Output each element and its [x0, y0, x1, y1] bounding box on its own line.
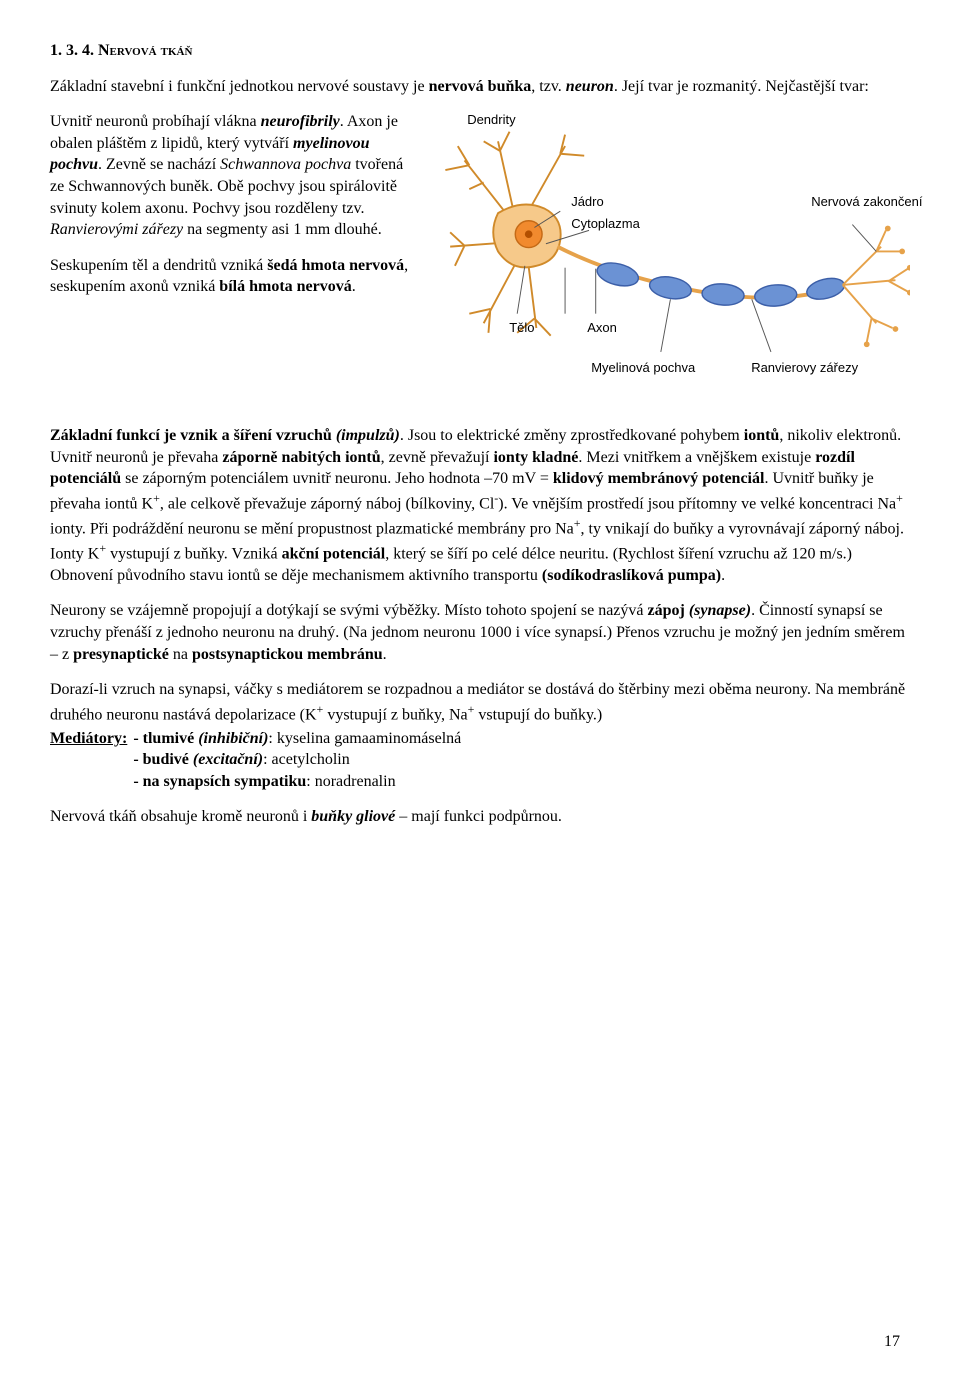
term-bold: iontů — [744, 427, 780, 444]
text: , ale celkově převažuje záporný náboj (b… — [160, 495, 494, 512]
fig-label-dendrity: Dendrity — [467, 111, 515, 129]
term-bold: zápoj — [648, 602, 689, 619]
neuron-figure: Dendrity Jádro Cytoplazma Nervová zakonč… — [431, 111, 910, 411]
mediators-key: Mediátory: — [50, 728, 127, 793]
mediator-line-3: - na synapsích sympatiku: noradrenalin — [133, 771, 461, 793]
section-heading: 1. 3. 4. Nervová tkáň — [50, 40, 910, 62]
superscript: + — [574, 516, 581, 530]
text: : kyselina gamaaminomáselná — [268, 730, 461, 747]
text-bold: - na synapsích sympatiku — [133, 773, 306, 790]
mediator-line-1: - tlumivé (inhibiční): kyselina gamaamin… — [133, 728, 461, 750]
text: Seskupením těl a dendritů vzniká — [50, 257, 267, 274]
text: . Její tvar je rozmanitý. Nejčastější tv… — [614, 78, 869, 95]
text: vystupují z buňky. Vzniká — [106, 545, 282, 562]
mediators-values: - tlumivé (inhibiční): kyselina gamaamin… — [133, 728, 461, 793]
superscript: + — [896, 491, 903, 505]
term-bold-italic: (synapse) — [689, 602, 751, 619]
paragraph: Základní funkcí je vznik a šíření vzruch… — [50, 425, 910, 586]
text: na segmenty asi 1 mm dlouhé. — [183, 221, 382, 238]
term-bold-italic: buňky gliové — [311, 808, 395, 825]
intro-paragraph: Základní stavební i funkční jednotkou ne… — [50, 76, 910, 98]
term-italic: Schwannova pochva — [220, 156, 351, 173]
myelin-group — [595, 259, 847, 307]
term-bold: postsynaptickou membránu — [192, 646, 383, 663]
fig-label-jadro: Jádro — [571, 193, 604, 211]
fig-label-axon: Axon — [587, 319, 617, 337]
boutons-group — [864, 226, 910, 348]
text: Nervová tkáň obsahuje kromě neuronů i — [50, 808, 311, 825]
text: Neurony se vzájemně propojují a dotýkají… — [50, 602, 648, 619]
fig-label-cytoplazma: Cytoplazma — [571, 215, 640, 233]
two-column-block: Uvnitř neuronů probíhají vlákna neurofib… — [50, 111, 910, 411]
term-bold: šedá hmota nervová — [267, 257, 404, 274]
text-bold: - tlumivé — [133, 730, 198, 747]
term-bold: bílá hmota nervová — [219, 278, 351, 295]
text: Základní stavební i funkční jednotkou ne… — [50, 78, 429, 95]
term-bold: nervová buňka — [429, 78, 532, 95]
superscript: + — [153, 491, 160, 505]
fig-label-telo: Tělo — [509, 319, 534, 337]
mediators-block: Mediátory: - tlumivé (inhibiční): kyseli… — [50, 728, 910, 793]
text-bold: - budivé — [133, 751, 193, 768]
term-bold-italic: (inhibiční) — [198, 730, 268, 747]
term-bold-italic: (excitační) — [193, 751, 263, 768]
text: . — [721, 567, 725, 584]
text: Uvnitř neuronů probíhají vlákna — [50, 113, 261, 130]
term-bold-italic: neuron — [566, 78, 614, 95]
term-bold: presynaptické — [73, 646, 169, 663]
page-number: 17 — [884, 1331, 900, 1353]
term-bold: akční potenciál — [282, 545, 386, 562]
text: na — [169, 646, 192, 663]
text: ionty. Při podráždění neuronu se mění pr… — [50, 520, 574, 537]
text: : acetylcholin — [263, 751, 350, 768]
paragraph: Uvnitř neuronů probíhají vlákna neurofib… — [50, 111, 411, 241]
fig-label-myelin: Myelinová pochva — [591, 359, 695, 377]
text: . Zevně se nachází — [98, 156, 220, 173]
paragraph: Nervová tkáň obsahuje kromě neuronů i bu… — [50, 806, 910, 828]
term-bold: ionty kladné — [493, 449, 578, 466]
text: , zevně převažují — [381, 449, 494, 466]
text: – mají funkci podpůrnou. — [395, 808, 562, 825]
figure-wrap: Dendrity Jádro Cytoplazma Nervová zakonč… — [431, 111, 910, 411]
text: : noradrenalin — [306, 773, 395, 790]
text: vstupují do buňky.) — [474, 706, 602, 723]
text-bold: Základní funkcí je vznik a šíření vzruch… — [50, 427, 336, 444]
term-bold-italic: (impulzů) — [336, 427, 400, 444]
term-italic: Ranvierovými zářezy — [50, 221, 183, 238]
text: , tzv. — [531, 78, 566, 95]
nucleolus-shape — [525, 231, 533, 239]
text: se záporným potenciálem uvnitř neuronu. … — [121, 470, 553, 487]
terminals-group — [843, 231, 908, 343]
mediator-line-2: - budivé (excitační): acetylcholin — [133, 749, 461, 771]
paragraph: Neurony se vzájemně propojují a dotýkají… — [50, 600, 910, 665]
term-bold-underline: Mediátory: — [50, 730, 127, 747]
paragraph: Seskupením těl a dendritů vzniká šedá hm… — [50, 255, 411, 298]
term-bold: (sodíkodraslíková pumpa) — [542, 567, 721, 584]
fig-label-zakonceni: Nervová zakončení — [811, 193, 922, 211]
term-bold: klidový membránový potenciál — [553, 470, 765, 487]
left-text-column: Uvnitř neuronů probíhají vlákna neurofib… — [50, 111, 411, 312]
text: . Jsou to elektrické změny zprostředkova… — [400, 427, 744, 444]
paragraph: Dorazí-li vzruch na synapsi, váčky s med… — [50, 679, 910, 726]
fig-label-ranvier: Ranvierovy zářezy — [751, 359, 858, 377]
text: . — [383, 646, 387, 663]
text: . — [352, 278, 356, 295]
text: ). Ve vnějším prostředí jsou přítomny ve… — [498, 495, 896, 512]
term-bold: záporně nabitých iontů — [222, 449, 380, 466]
text: . Mezi vnitřkem a vnějškem existuje — [578, 449, 815, 466]
text: vystupují z buňky, Na — [323, 706, 467, 723]
term: neurofibrily — [261, 113, 340, 130]
